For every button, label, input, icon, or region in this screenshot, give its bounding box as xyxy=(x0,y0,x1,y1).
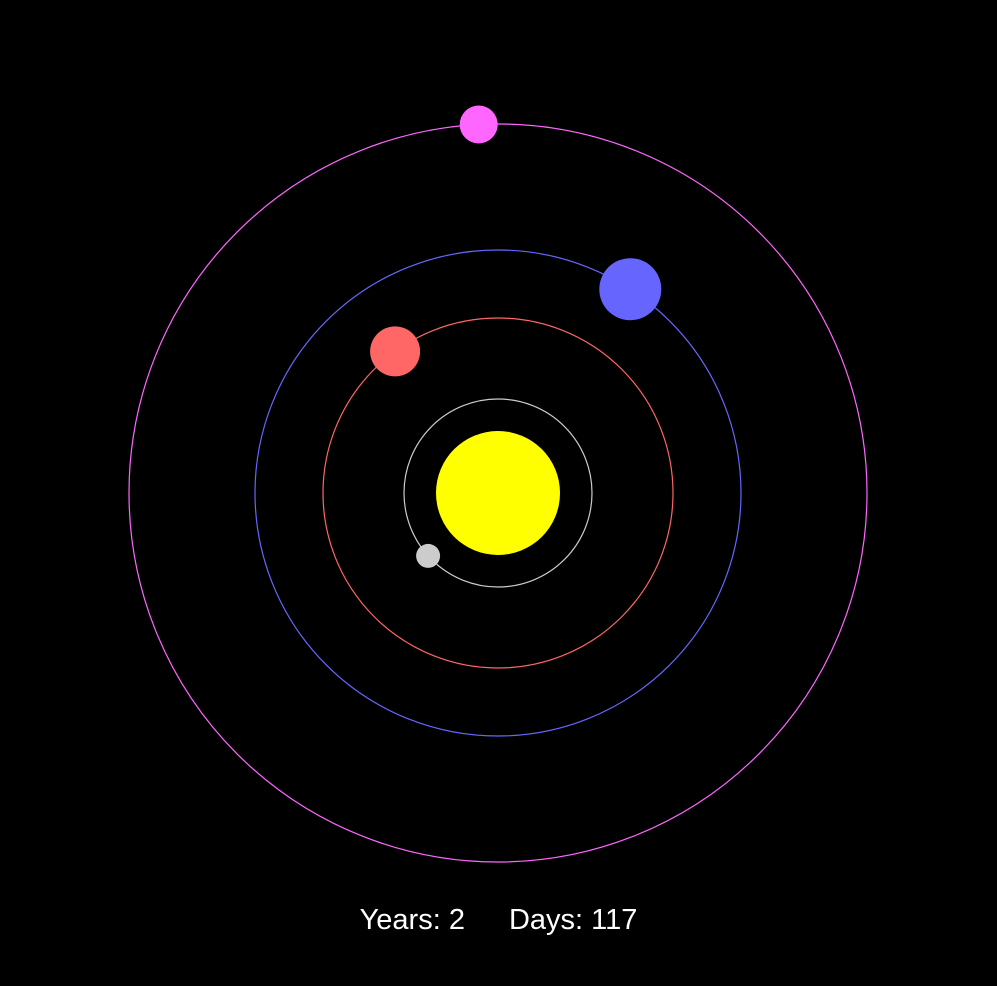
sun-icon xyxy=(436,431,560,555)
magenta-planet-icon xyxy=(459,105,498,144)
small-grey-planet-icon xyxy=(416,543,441,568)
years-counter: Years: 2 xyxy=(359,903,465,936)
planets-layer xyxy=(370,105,662,568)
mars-orbit xyxy=(128,123,868,863)
blue-planet-icon xyxy=(599,258,662,321)
red-planet-icon xyxy=(370,326,421,377)
mercury-orbit xyxy=(403,398,593,588)
orbits-layer xyxy=(128,123,868,863)
venus-orbit xyxy=(322,317,674,669)
time-counter: Years: 2 Days: 117 xyxy=(0,895,997,945)
earth-orbit xyxy=(254,249,742,737)
days-counter: Days: 117 xyxy=(508,903,638,936)
